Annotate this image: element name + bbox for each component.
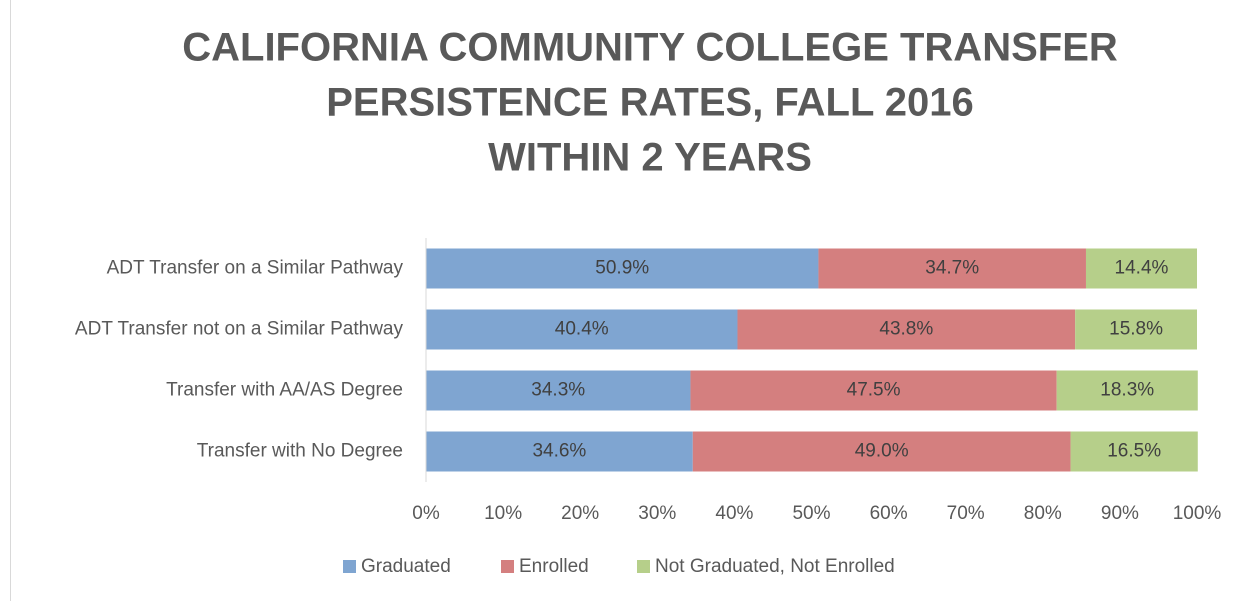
x-tick-label: 60%: [870, 503, 908, 524]
y-tick-label: ADT Transfer on a Similar Pathway: [107, 258, 404, 279]
data-label: 34.7%: [925, 258, 979, 279]
data-label: 34.3%: [531, 380, 585, 401]
bar-segment: [690, 370, 1057, 411]
x-tick-label: 0%: [412, 503, 440, 524]
y-tick-label: ADT Transfer not on a Similar Pathway: [75, 319, 404, 340]
y-tick-label: Transfer with AA/AS Degree: [166, 380, 403, 401]
x-tick-label: 100%: [1173, 503, 1222, 524]
bar-segment: [426, 309, 738, 350]
x-tick-label: 80%: [1024, 503, 1062, 524]
x-tick-label: 40%: [715, 503, 753, 524]
legend-swatch: [343, 560, 356, 573]
bar-segment: [426, 370, 691, 411]
bar-segment: [426, 431, 693, 472]
legend-swatch: [501, 560, 514, 573]
legend-label: Enrolled: [519, 556, 589, 577]
x-tick-label: 30%: [638, 503, 676, 524]
data-label: 15.8%: [1109, 319, 1163, 340]
data-label: 14.4%: [1115, 258, 1169, 279]
x-tick-label: 20%: [561, 503, 599, 524]
bar-segment: [1085, 248, 1197, 289]
bar-segment: [1070, 431, 1198, 472]
bar-segment: [818, 248, 1086, 289]
legend-label: Not Graduated, Not Enrolled: [655, 556, 895, 577]
chart-title: PERSISTENCE RATES, FALL 2016: [326, 81, 974, 125]
data-label: 18.3%: [1100, 380, 1154, 401]
chart-border: [10, 0, 11, 601]
data-label: 40.4%: [555, 319, 609, 340]
data-label: 43.8%: [879, 319, 933, 340]
y-tick-label: Transfer with No Degree: [197, 441, 403, 462]
x-tick-label: 50%: [792, 503, 830, 524]
data-label: 34.6%: [532, 441, 586, 462]
legend-swatch: [637, 560, 650, 573]
x-tick-label: 10%: [484, 503, 522, 524]
bar-segment: [692, 431, 1071, 472]
data-label: 16.5%: [1107, 441, 1161, 462]
chart-title: WITHIN 2 YEARS: [488, 136, 812, 180]
data-label: 49.0%: [855, 441, 909, 462]
bar-segment: [737, 309, 1076, 350]
data-label: 50.9%: [595, 258, 649, 279]
bar-segment: [1075, 309, 1197, 350]
chart-title: CALIFORNIA COMMUNITY COLLEGE TRANSFER: [182, 26, 1118, 70]
bar-segment: [1056, 370, 1198, 411]
x-tick-label: 90%: [1101, 503, 1139, 524]
data-label: 47.5%: [847, 380, 901, 401]
legend-label: Graduated: [361, 556, 451, 577]
bar-segment: [426, 248, 819, 289]
x-tick-label: 70%: [947, 503, 985, 524]
